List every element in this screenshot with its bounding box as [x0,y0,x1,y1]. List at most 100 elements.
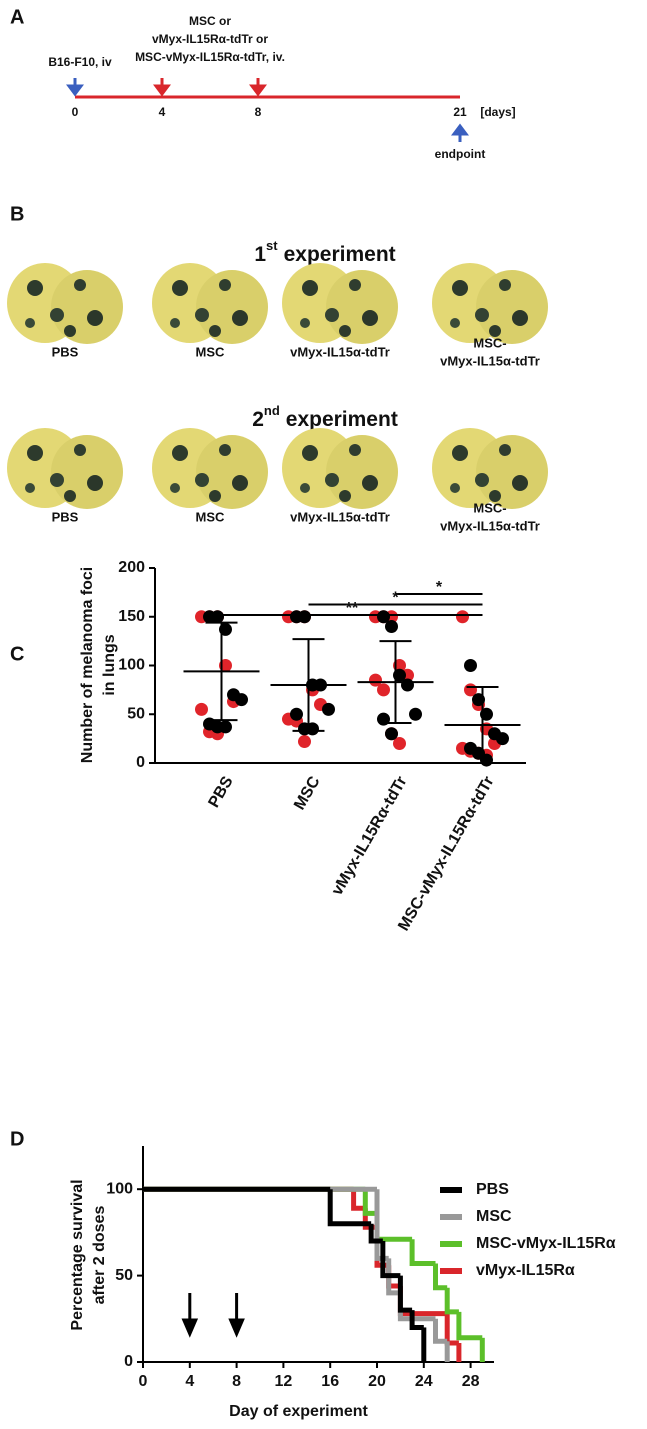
survival-step [351,1189,366,1211]
data-point [369,673,382,687]
survival-step [409,1310,424,1330]
lung-photo [282,428,398,509]
y-tick-label: 100 [106,1180,133,1197]
lung-photo [152,263,268,344]
legend-label: PBS [476,1181,509,1198]
x-tick-label: 12 [275,1373,293,1390]
data-point [464,659,477,672]
timeline-tick: 4 [159,105,166,119]
experiment-suffix: nd [264,403,280,418]
data-point [298,610,311,624]
x-axis-label: Day of experiment [229,1403,368,1420]
data-point [235,693,248,707]
treatment-label: vMyx-IL15Rα-tdTr or [152,32,268,46]
data-point [385,620,398,633]
y-tick-label: 50 [127,705,145,722]
photo-label: MSC- [473,335,506,350]
data-point [211,610,224,624]
photo-label: vMyx-IL15α-tdTr [440,353,540,368]
survival-step [409,1239,436,1266]
photo-label: PBS [52,509,79,524]
legend-label: vMyx-IL15Rα [476,1262,575,1279]
y-tick-label: 100 [118,657,145,674]
survival-step [433,1263,448,1291]
y-tick-label: 0 [124,1353,133,1370]
x-tick-label: PBS [205,773,236,810]
data-point [385,727,398,741]
survival-step [374,1213,413,1242]
data-point [298,735,311,749]
photo-label: MSC- [473,500,506,515]
data-point [393,737,406,750]
panel-label: D [10,1128,24,1150]
legend-label: MSC-vMyx-IL15Rα [476,1235,616,1252]
data-point [456,610,469,624]
experiment-title: 2nd experiment [252,403,398,430]
timeline-tick: 8 [255,105,262,119]
x-tick-label: vMyx-IL15Rα-tdTr [329,774,411,899]
survival-step [433,1318,448,1344]
lung-photo [432,428,548,509]
injection-label: B16-F10, iv [48,55,112,69]
y-axis-label: in lungs [101,634,118,695]
y-axis-label: Number of melanoma foci [79,567,96,763]
survival-step [456,1311,483,1341]
y-tick-label: 200 [118,559,145,576]
experiment-suffix: st [266,238,278,253]
arrow [66,78,84,97]
photo-label: vMyx-IL15α-tdTr [290,509,390,524]
experiment-text: experiment [284,243,396,266]
arrow [153,78,171,97]
x-tick-label: 28 [462,1373,480,1390]
timeline-tick: 21 [453,105,467,119]
x-tick-label: 8 [232,1373,241,1390]
lung-photo [282,263,398,344]
y-tick-label: 50 [115,1267,133,1284]
treatment-label: MSC or [189,14,231,28]
significance-label: * [392,590,399,607]
legend-label: MSC [476,1208,512,1225]
significance-label: ** [346,600,359,617]
photo-label: vMyx-IL15α-tdTr [290,344,390,359]
lung-photo [432,263,548,344]
data-point [401,678,414,692]
dose-arrow [228,1293,245,1338]
dose-arrow [181,1293,199,1338]
x-tick-label: MSC [291,773,324,813]
significance-label: * [436,579,443,596]
lung-photo [7,263,123,344]
data-point [195,702,208,716]
y-tick-label: 0 [136,754,145,771]
data-point [377,683,390,697]
x-tick-label: MSC-vMyx-IL15Rα-tdTr [395,774,497,934]
treatment-label: MSC-vMyx-IL15Rα-tdTr, iv. [135,50,285,64]
data-point [377,610,390,624]
survival-step [362,1189,377,1216]
photo-label: PBS [52,344,79,359]
x-tick-label: 24 [415,1373,433,1390]
lung-photo [7,428,123,509]
timeline-unit: [days] [480,105,515,119]
timeline-tick: 0 [72,105,79,119]
arrow [249,78,267,97]
endpoint-label: endpoint [435,147,486,161]
experiment-number: 2 [252,408,264,431]
data-point [409,707,422,721]
experiment-title: 1st experiment [254,238,395,265]
data-point [322,702,335,716]
x-tick-label: 20 [368,1373,386,1390]
data-point [290,707,303,721]
experiment-number: 1 [254,243,266,266]
lung-photo [152,428,268,509]
panel-label: A [10,6,24,28]
photo-label: MSC [196,344,226,359]
arrow [451,123,469,142]
survival-step [444,1287,459,1315]
survival-step [386,1258,401,1296]
data-point [496,732,509,746]
survival-step [368,1223,383,1244]
x-tick-label: 0 [139,1373,148,1390]
survival-step [380,1241,401,1279]
y-axis-label: Percentage survival [69,1179,86,1330]
